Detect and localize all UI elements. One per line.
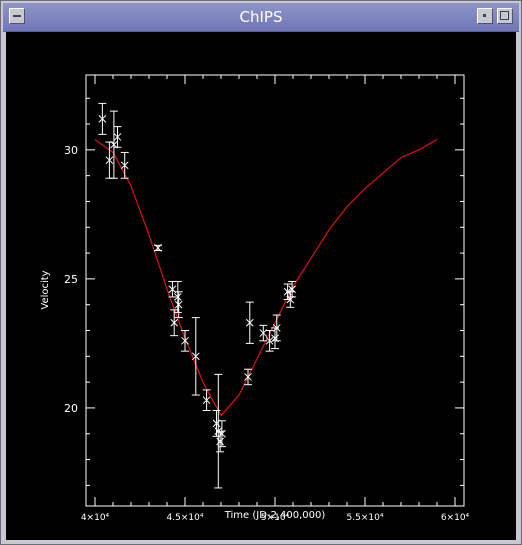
data-point xyxy=(120,151,129,179)
x-marker-stroke-b xyxy=(170,318,179,327)
data-point xyxy=(244,368,252,386)
x-marker-stroke-b xyxy=(98,115,107,123)
x-marker-stroke-b xyxy=(174,300,183,309)
data-point xyxy=(259,324,268,342)
data-point xyxy=(154,244,162,252)
data-point xyxy=(170,309,179,337)
x-marker-stroke-b xyxy=(244,373,252,381)
data-point xyxy=(109,110,118,179)
x-marker-stroke-b xyxy=(110,140,118,149)
x-marker-stroke-b xyxy=(120,161,129,170)
data-point xyxy=(105,141,114,179)
data-point xyxy=(216,430,225,453)
x-tick-label: 5×10⁴ xyxy=(261,513,290,523)
data-point xyxy=(202,389,211,412)
x-marker-stroke-b xyxy=(191,352,200,361)
x-tick-label: 4×10⁴ xyxy=(81,513,110,523)
data-point xyxy=(272,314,281,342)
window-menu-button[interactable] xyxy=(9,8,25,24)
title-bar[interactable]: ChIPS xyxy=(3,3,519,32)
x-marker-stroke-b xyxy=(154,244,162,252)
data-point xyxy=(181,330,189,352)
x-marker-stroke-b xyxy=(288,285,296,294)
data-point xyxy=(113,126,122,148)
maximize-button[interactable] xyxy=(497,8,513,24)
y-axis-label: Velocity xyxy=(40,270,51,309)
y-tick-label: 25 xyxy=(64,273,78,286)
x-marker-stroke-b xyxy=(245,318,254,327)
x-marker-stroke-b xyxy=(173,293,182,301)
plot-frame xyxy=(85,74,465,507)
velocity-time-plot: 4×10⁴ 4.5×10⁴ 5×10⁴ 5.5×10⁴ 6×10⁴ 20 25 30 Time… xyxy=(40,74,470,523)
x-tick-label: 5.5×10⁴ xyxy=(347,513,384,523)
data-point xyxy=(217,420,226,448)
x-marker-stroke-b xyxy=(265,336,274,345)
data-point xyxy=(265,330,274,352)
x-marker-stroke-b xyxy=(113,133,122,141)
data-point xyxy=(212,410,221,437)
x-marker-stroke-b xyxy=(181,336,189,345)
x-marker-stroke-b xyxy=(202,396,211,405)
data-point xyxy=(174,291,183,319)
x-marker-stroke-b xyxy=(168,285,177,294)
plot-canvas: 4×10⁴ 4.5×10⁴ 5×10⁴ 5.5×10⁴ 6×10⁴ 20 25 30 Time… xyxy=(6,32,516,540)
data-point xyxy=(191,317,200,396)
y-tick-label: 30 xyxy=(64,144,78,157)
model-curve xyxy=(94,138,438,417)
minimize-button[interactable] xyxy=(477,8,493,24)
x-marker-stroke-b xyxy=(216,437,224,446)
window-title: ChIPS xyxy=(239,8,283,26)
x-marker-stroke-b xyxy=(105,156,114,165)
x-marker-stroke-b xyxy=(272,324,281,332)
x-tick-label: 6×10⁴ xyxy=(441,513,470,523)
x-axis-label: Time (JD-2,400,000) xyxy=(224,510,326,521)
data-point xyxy=(288,280,297,298)
x-marker-stroke-b xyxy=(218,429,226,438)
data-point xyxy=(245,301,254,344)
y-tick-label: 20 xyxy=(64,402,78,415)
data-point xyxy=(98,102,107,135)
x-tick-label: 4.5×10⁴ xyxy=(167,513,204,523)
data-point xyxy=(173,280,182,313)
x-marker-stroke-b xyxy=(271,334,279,343)
